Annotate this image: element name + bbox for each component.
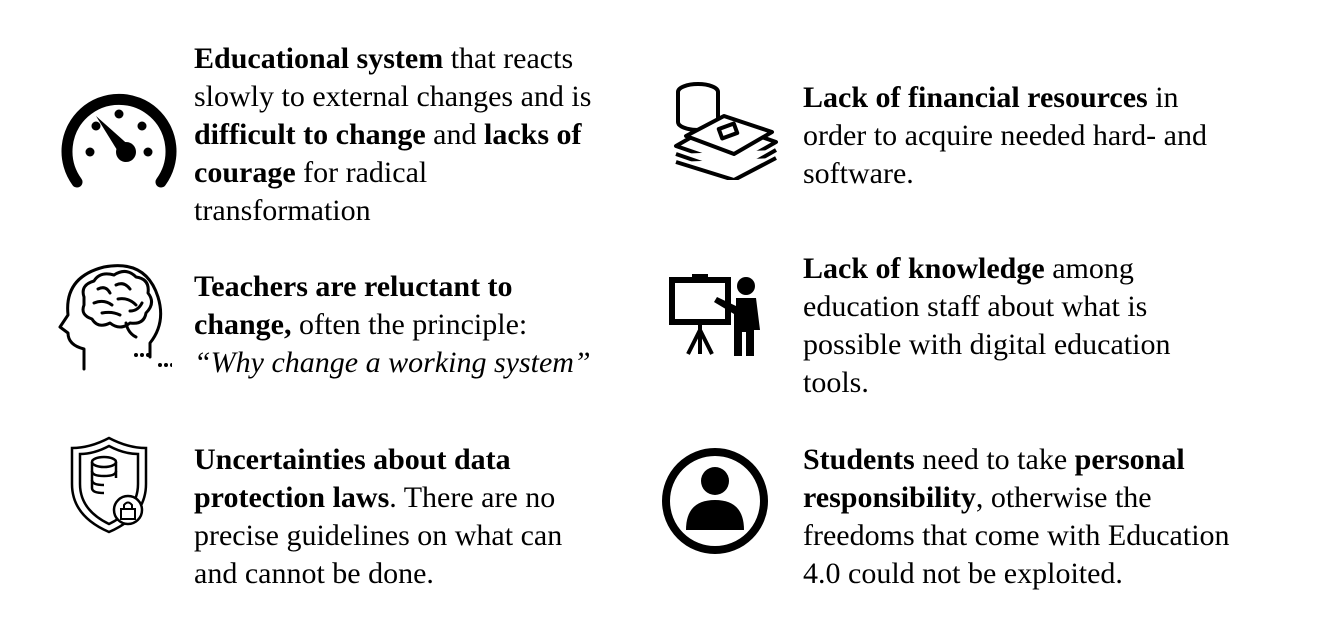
text-run: among: [1044, 252, 1134, 285]
bold-text-run: protection laws: [194, 481, 390, 514]
bold-text-run: difficult to change: [194, 118, 426, 151]
person-circle-icon: [660, 446, 770, 556]
text-run: precise guidelines on what can: [194, 519, 563, 552]
money-stack-icon: [672, 80, 780, 182]
text-line: and cannot be done.: [194, 555, 562, 593]
text-line: order to acquire needed hard- and: [803, 117, 1207, 155]
text-line: transformation: [194, 192, 591, 230]
bold-text-run: Students: [803, 443, 915, 476]
text-line: tools.: [803, 364, 1170, 402]
text-line: responsibility, otherwise the: [803, 479, 1230, 517]
item-text-students-responsibility: Students need to take personal responsibi…: [803, 441, 1230, 593]
text-line: difficult to change and lacks of: [194, 116, 591, 154]
speedometer-icon: [60, 86, 178, 194]
text-line: freedoms that come with Education: [803, 517, 1230, 555]
text-line: possible with digital education: [803, 326, 1170, 364]
text-run: order to acquire needed hard- and: [803, 119, 1207, 152]
text-line: change, often the principle:: [194, 306, 591, 344]
shield-database-lock-icon: [66, 434, 152, 534]
text-line: Lack of knowledge among: [803, 250, 1170, 288]
bold-text-run: Educational system: [194, 42, 444, 75]
text-run: transformation: [194, 194, 371, 227]
text-run: and cannot be done.: [194, 557, 434, 590]
text-run: software.: [803, 157, 914, 190]
text-run: in: [1147, 81, 1179, 114]
text-run: for radical: [295, 156, 428, 189]
brain-head-icon: [54, 257, 174, 375]
text-line: 4.0 could not be exploited.: [803, 555, 1230, 593]
text-run: , otherwise the: [975, 481, 1152, 514]
italic-text-run: “Why change a working system”: [194, 346, 591, 379]
text-run: possible with digital education: [803, 328, 1171, 361]
bold-text-run: Uncertainties about data: [194, 443, 511, 476]
teacher-board-icon: [666, 274, 766, 358]
text-line: Uncertainties about data: [194, 441, 562, 479]
text-run: . There are no: [389, 481, 556, 514]
text-run: and: [425, 118, 484, 151]
item-text-teachers-reluctant: Teachers are reluctant to change, often t…: [194, 268, 591, 382]
text-run: 4.0 could not be exploited.: [803, 557, 1123, 590]
text-run: need to take: [914, 443, 1075, 476]
text-run: tools.: [803, 366, 869, 399]
text-run: education staff about what is: [803, 290, 1148, 323]
item-text-data-protection: Uncertainties about data protection laws.…: [194, 441, 562, 593]
bold-text-run: personal: [1074, 443, 1185, 476]
item-text-educational-system: Educational system that reacts slowly to …: [194, 40, 591, 230]
text-run: that reacts: [443, 42, 574, 75]
item-text-lack-of-knowledge: Lack of knowledge among education staff a…: [803, 250, 1170, 402]
bold-text-run: courage: [194, 156, 296, 189]
bold-text-run: Lack of financial resources: [803, 81, 1148, 114]
text-line: protection laws. There are no: [194, 479, 562, 517]
text-line: precise guidelines on what can: [194, 517, 562, 555]
text-line: slowly to external changes and is: [194, 78, 591, 116]
text-line: software.: [803, 155, 1207, 193]
text-line: courage for radical: [194, 154, 591, 192]
text-line: education staff about what is: [803, 288, 1170, 326]
text-line: Lack of financial resources in: [803, 79, 1207, 117]
text-line: Students need to take personal: [803, 441, 1230, 479]
text-line: Educational system that reacts: [194, 40, 591, 78]
text-line: “Why change a working system”: [194, 344, 591, 382]
item-text-financial-resources: Lack of financial resources in order to a…: [803, 79, 1207, 193]
text-run: often the principle:: [291, 308, 528, 341]
bold-text-run: Teachers are reluctant to: [194, 270, 513, 303]
bold-text-run: Lack of knowledge: [803, 252, 1045, 285]
bold-text-run: lacks of: [483, 118, 582, 151]
text-run: slowly to external changes and is: [194, 80, 592, 113]
text-run: freedoms that come with Education: [803, 519, 1230, 552]
bold-text-run: change,: [194, 308, 292, 341]
bold-text-run: responsibility: [803, 481, 976, 514]
text-line: Teachers are reluctant to: [194, 268, 591, 306]
